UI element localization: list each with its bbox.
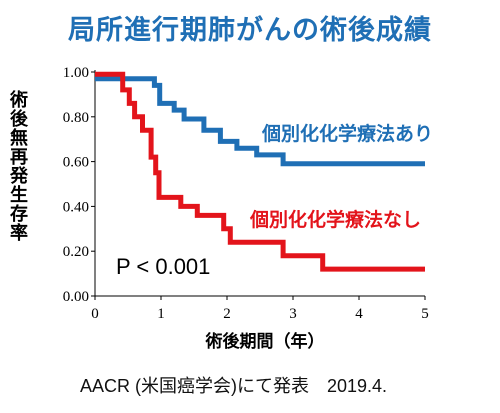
y-tick-label: 1.00	[63, 65, 89, 81]
axes	[94, 70, 425, 297]
p-value-annotation: P < 0.001	[116, 254, 210, 279]
x-axis-label: 術後期間（年）	[205, 332, 325, 352]
x-tick-label: 5	[421, 306, 429, 322]
x-tick-label: 2	[223, 306, 231, 322]
x-tick-label: 4	[355, 306, 363, 322]
y-axis-label: 術後無再発生存率	[7, 90, 28, 242]
y-tick-label: 0.40	[63, 199, 89, 215]
y-tick-label: 0.20	[63, 244, 89, 260]
series-label-with-chemo: 個別化化学療法あり	[261, 122, 433, 145]
y-ticks: 0.00 0.20 0.40 0.60 0.80 1.00	[63, 65, 95, 305]
series-lines	[95, 71, 425, 272]
series-label-without-chemo: 個別化化学療法なし	[249, 208, 421, 231]
y-tick-label: 0.00	[63, 289, 89, 305]
x-ticks: 0 1 2 3 4 5	[91, 296, 429, 322]
chart-title: 局所進行期肺がんの術後成績	[68, 15, 432, 46]
x-tick-label: 0	[91, 306, 99, 322]
series-line-1	[95, 71, 425, 272]
y-tick-label: 0.60	[63, 155, 89, 171]
source-note: AACR (米国癌学会)にて発表 2019.4.	[80, 376, 388, 396]
y-tick-label: 0.80	[63, 110, 89, 126]
x-tick-label: 3	[289, 306, 297, 322]
series-line-0	[95, 76, 425, 167]
x-tick-label: 1	[157, 306, 165, 322]
